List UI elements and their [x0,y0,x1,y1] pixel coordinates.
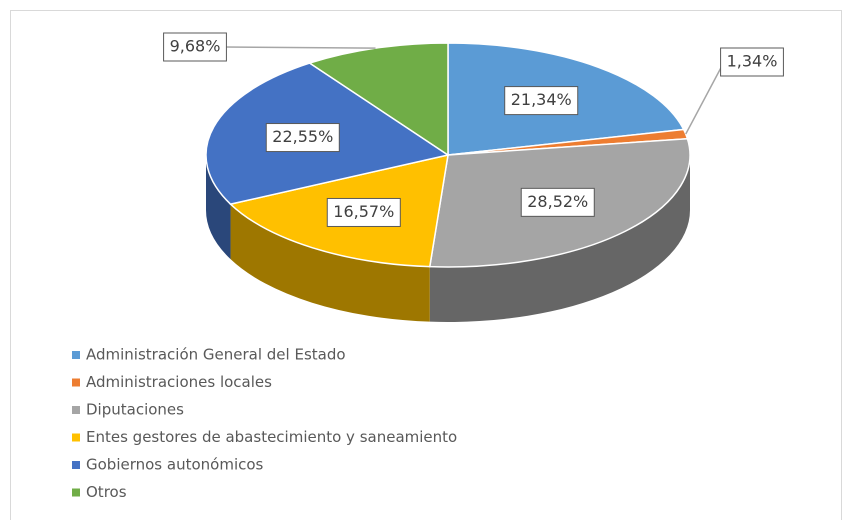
data-label-box [265,123,340,153]
pie-slice [308,42,449,157]
data-label-box [163,32,227,62]
data-label: 9,68% [170,37,221,56]
legend-swatch [72,378,80,387]
legend-label: Otros [86,483,127,501]
leader-line [224,46,376,49]
data-label-box [326,197,401,227]
data-label: 28,52% [527,192,588,211]
data-label-box [720,47,784,77]
legend-label: Diputaciones [86,401,184,419]
data-label: 22,55% [272,127,333,146]
legend-label: Gobiernos autonómicos [86,456,264,474]
legend-label: Entes gestores de abastecimiento y sanea… [86,428,457,446]
legend-swatch [72,351,80,359]
legend-label: Administración General del Estado [86,346,346,364]
legend-label: Administraciones locales [86,373,272,391]
pie-slice-side [230,204,430,322]
legend-swatch [72,461,80,469]
leader-line [685,61,725,135]
data-label: 16,57% [333,202,394,221]
pie-slice-side [429,155,690,323]
data-label-box [504,86,579,116]
legend-swatch [72,406,80,414]
legend-swatch [72,433,80,442]
data-label-box [520,187,595,217]
data-label: 21,34% [511,90,572,109]
data-label: 1,34% [727,52,778,71]
legend-swatch [72,488,80,497]
